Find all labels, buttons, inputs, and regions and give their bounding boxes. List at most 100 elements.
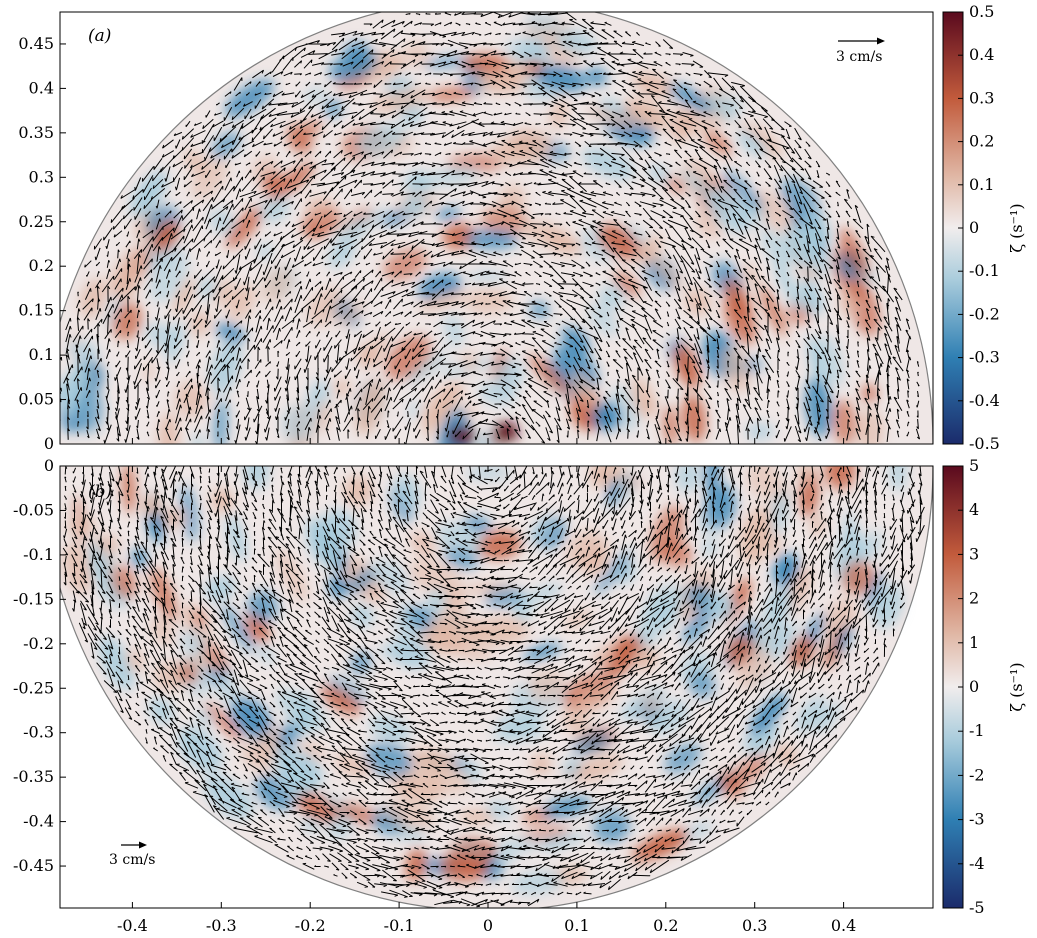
vorticity-patch — [193, 609, 207, 628]
vorticity-patch — [630, 377, 656, 419]
colorbar-tick-label: 1 — [969, 633, 979, 652]
vorticity-patch — [528, 519, 555, 543]
vorticity-patch — [597, 224, 640, 259]
vorticity-patch — [786, 565, 812, 613]
velocity-arrow-field — [62, 466, 925, 908]
vorticity-patch — [334, 753, 371, 778]
vorticity-patch — [591, 402, 621, 431]
x-tick-label: -0.3 — [206, 916, 237, 935]
vorticity-patch — [464, 466, 512, 482]
x-ticks-b: -0.4 -0.3 -0.2 -0.1 0 0.1 0.2 0.3 0.4 — [117, 438, 856, 935]
vorticity-patch — [197, 277, 217, 299]
vorticity-patch — [261, 194, 290, 223]
vorticity-patch — [769, 533, 782, 557]
vorticity-patch — [838, 290, 861, 317]
vorticity-patch — [355, 379, 386, 435]
x-tick-label: 0 — [483, 916, 493, 935]
colorbar-tick-label: 4 — [969, 500, 979, 519]
vorticity-patch — [730, 752, 769, 788]
vorticity-patch — [338, 803, 382, 826]
vorticity-patch — [348, 567, 376, 593]
vorticity-patch — [613, 271, 641, 297]
vorticity-patch — [425, 167, 479, 186]
vorticity-core — [494, 422, 518, 442]
reference-arrow-label-b: 3 cm/s — [109, 852, 155, 868]
vorticity-patch — [426, 388, 460, 431]
vorticity-patch — [664, 176, 687, 194]
vorticity-patch — [759, 285, 786, 337]
vorticity-patch — [480, 206, 528, 236]
panel-b: 0-0.05-0.1-0.15-0.2-0.25-0.3-0.35-0.4-0.… — [13, 438, 1026, 935]
vorticity-patch — [208, 209, 235, 235]
vorticity-patch — [125, 649, 146, 673]
colorbar-tick-label: -0.4 — [969, 391, 1000, 410]
colorbar-a: 0.5 0.4 0.3 0.2 0.1 0 -0.1 -0.2 -0.3 -0.4 -0.5 ζ (… — [942, 2, 1026, 453]
vorticity-patch — [723, 278, 752, 319]
vorticity-patch — [394, 473, 421, 511]
colorbar-tick-label: 0 — [969, 218, 979, 237]
vorticity-patch — [592, 809, 630, 844]
panel-a: 0 0.05 0.1 0.15 0.2 0.25 0.3 0.35 0.4 0.45 (a) 3 … — [18, 2, 1026, 453]
vorticity-patch — [832, 399, 857, 444]
colorbar-tick-label: -3 — [969, 810, 985, 829]
vorticity-patch — [612, 634, 643, 663]
vorticity-patch — [212, 279, 235, 306]
x-tick-label: 0.4 — [831, 916, 856, 935]
vorticity-patch — [637, 594, 681, 641]
vorticity-patch — [343, 475, 374, 507]
vorticity-patch — [305, 517, 340, 568]
colorbar-label-b: ζ (s⁻¹) — [1007, 662, 1026, 711]
vorticity-patch — [372, 87, 430, 113]
y-tick-label: 0.15 — [18, 301, 54, 320]
colorbar-tick-label: 0.5 — [969, 2, 994, 21]
vorticity-patch — [739, 507, 774, 565]
vorticity-patch — [803, 207, 832, 244]
vorticity-patch — [529, 301, 550, 319]
velocity-arrows-a — [60, 12, 921, 444]
vorticity-patch — [189, 310, 211, 337]
x-tick-label: -0.1 — [384, 916, 415, 935]
y-tick-label: 0.2 — [29, 256, 54, 275]
vorticity-patch — [759, 226, 792, 269]
vorticity-patch — [392, 615, 421, 639]
vorticity-patch — [496, 837, 539, 854]
vorticity-patch — [204, 575, 236, 602]
vorticity-patch — [174, 381, 208, 417]
x-tick-label: 0.3 — [742, 916, 767, 935]
y-ticks-b: 0 -0.05 -0.1 -0.15 -0.2 -0.25 -0.3 -0.35 -0.4 -0.… — [13, 456, 66, 875]
vorticity-patch — [587, 305, 620, 336]
vorticity-patch — [680, 169, 724, 207]
vorticity-patch — [634, 829, 689, 861]
vorticity-patch — [173, 276, 196, 316]
vorticity-patch — [430, 767, 472, 795]
vorticity-patch — [150, 615, 174, 646]
vorticity-patch — [98, 636, 135, 690]
vorticity-patch — [257, 243, 273, 260]
colorbar-tick-label: 0.1 — [969, 175, 994, 194]
colorbar-tick-label: -4 — [969, 854, 985, 873]
vorticity-patch — [522, 583, 563, 604]
panel-label-a: (a) — [88, 26, 111, 46]
y-tick-label: 0.05 — [18, 390, 54, 409]
x-tick-label: 0.1 — [564, 916, 589, 935]
vorticity-patch — [522, 58, 544, 75]
y-tick-label: 0.25 — [18, 212, 54, 231]
colorbar-tick-label: 5 — [969, 456, 979, 475]
vorticity-patch — [225, 206, 263, 248]
reference-arrow-b: 3 cm/s — [109, 841, 155, 868]
vorticity-patch — [719, 771, 743, 798]
vorticity-patch — [227, 284, 256, 321]
colorbar-tick-label: -5 — [969, 898, 985, 917]
colorbar-tick-label: 0.4 — [969, 45, 994, 64]
vorticity-patch — [350, 651, 372, 675]
vorticity-patch — [736, 648, 773, 690]
vorticity-patch — [409, 749, 455, 772]
vorticity-patch — [443, 547, 479, 570]
x-tick-label: 0.2 — [653, 916, 678, 935]
vorticity-patch — [864, 529, 883, 559]
vorticity-patch — [606, 478, 622, 507]
vorticity-patch — [226, 514, 248, 562]
y-tick-label: 0 — [44, 456, 54, 475]
vorticity-patch — [328, 575, 350, 598]
colorbar-b: 5 4 3 2 1 0 -1 -2 -3 -4 -5 ζ (s⁻¹) — [942, 456, 1026, 917]
